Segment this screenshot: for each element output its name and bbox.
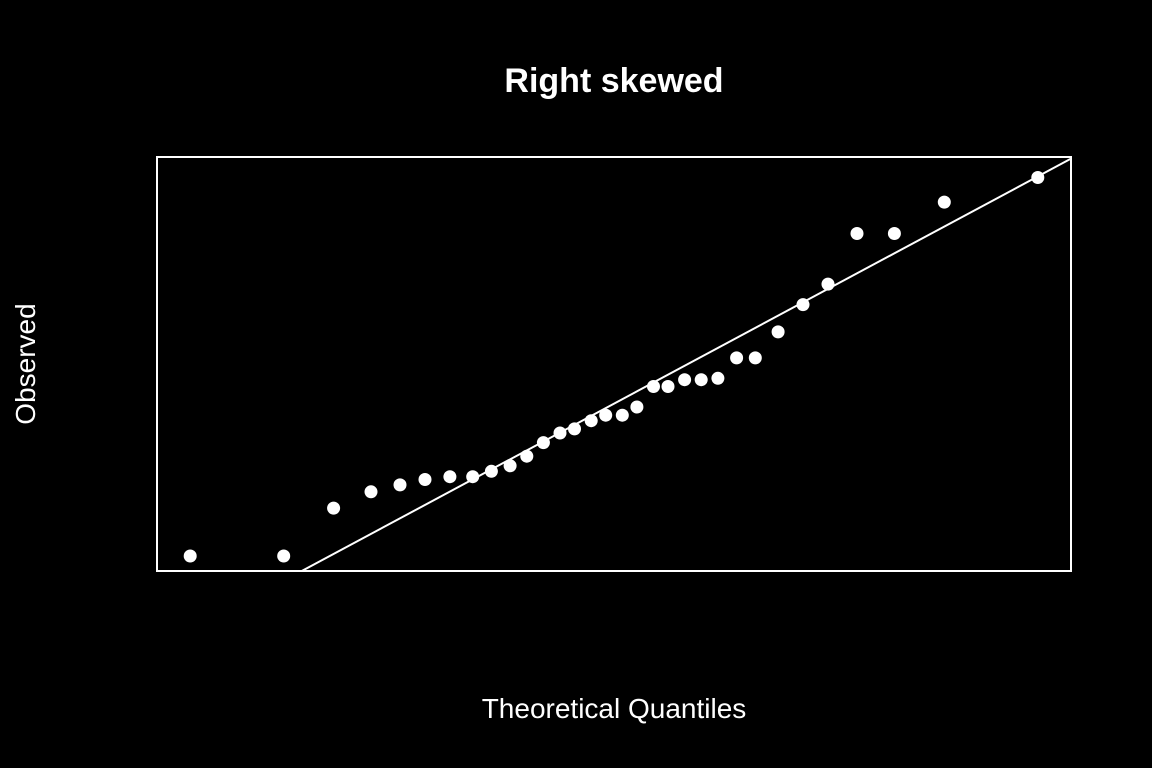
data-point-18 xyxy=(630,400,644,414)
data-points-layer xyxy=(183,171,1045,563)
data-point-1 xyxy=(183,549,197,563)
data-point-24 xyxy=(730,351,744,365)
data-point-32 xyxy=(1031,171,1045,184)
data-point-14 xyxy=(568,422,581,436)
data-point-9 xyxy=(484,464,498,478)
data-point-3 xyxy=(327,501,341,515)
data-point-11 xyxy=(520,449,534,463)
data-point-21 xyxy=(678,373,692,387)
chart-title: Right skewed xyxy=(504,62,723,100)
data-point-4 xyxy=(364,485,378,499)
data-point-2 xyxy=(277,549,291,563)
data-point-6 xyxy=(418,473,432,486)
qq-reference-line xyxy=(299,157,1071,571)
data-point-16 xyxy=(599,408,613,422)
reference-line-layer xyxy=(299,157,1071,571)
data-point-28 xyxy=(821,277,835,291)
data-point-12 xyxy=(536,436,550,450)
data-point-23 xyxy=(711,371,725,385)
data-point-20 xyxy=(661,380,675,393)
data-point-19 xyxy=(647,380,660,393)
data-point-25 xyxy=(748,351,762,365)
data-point-13 xyxy=(553,426,567,440)
data-point-17 xyxy=(615,408,629,422)
data-point-10 xyxy=(503,459,517,473)
data-point-15 xyxy=(584,414,598,428)
data-point-26 xyxy=(771,325,785,339)
x-axis-label: Theoretical Quantiles xyxy=(482,693,747,724)
data-point-22 xyxy=(694,373,708,387)
data-point-30 xyxy=(887,227,901,240)
data-point-7 xyxy=(443,470,457,484)
data-point-5 xyxy=(393,478,407,492)
plot-frame xyxy=(156,156,1072,572)
y-axis-label: Observed xyxy=(10,303,41,424)
data-point-29 xyxy=(850,227,864,240)
data-point-31 xyxy=(937,195,951,209)
data-point-8 xyxy=(466,470,480,484)
data-point-27 xyxy=(796,298,810,312)
